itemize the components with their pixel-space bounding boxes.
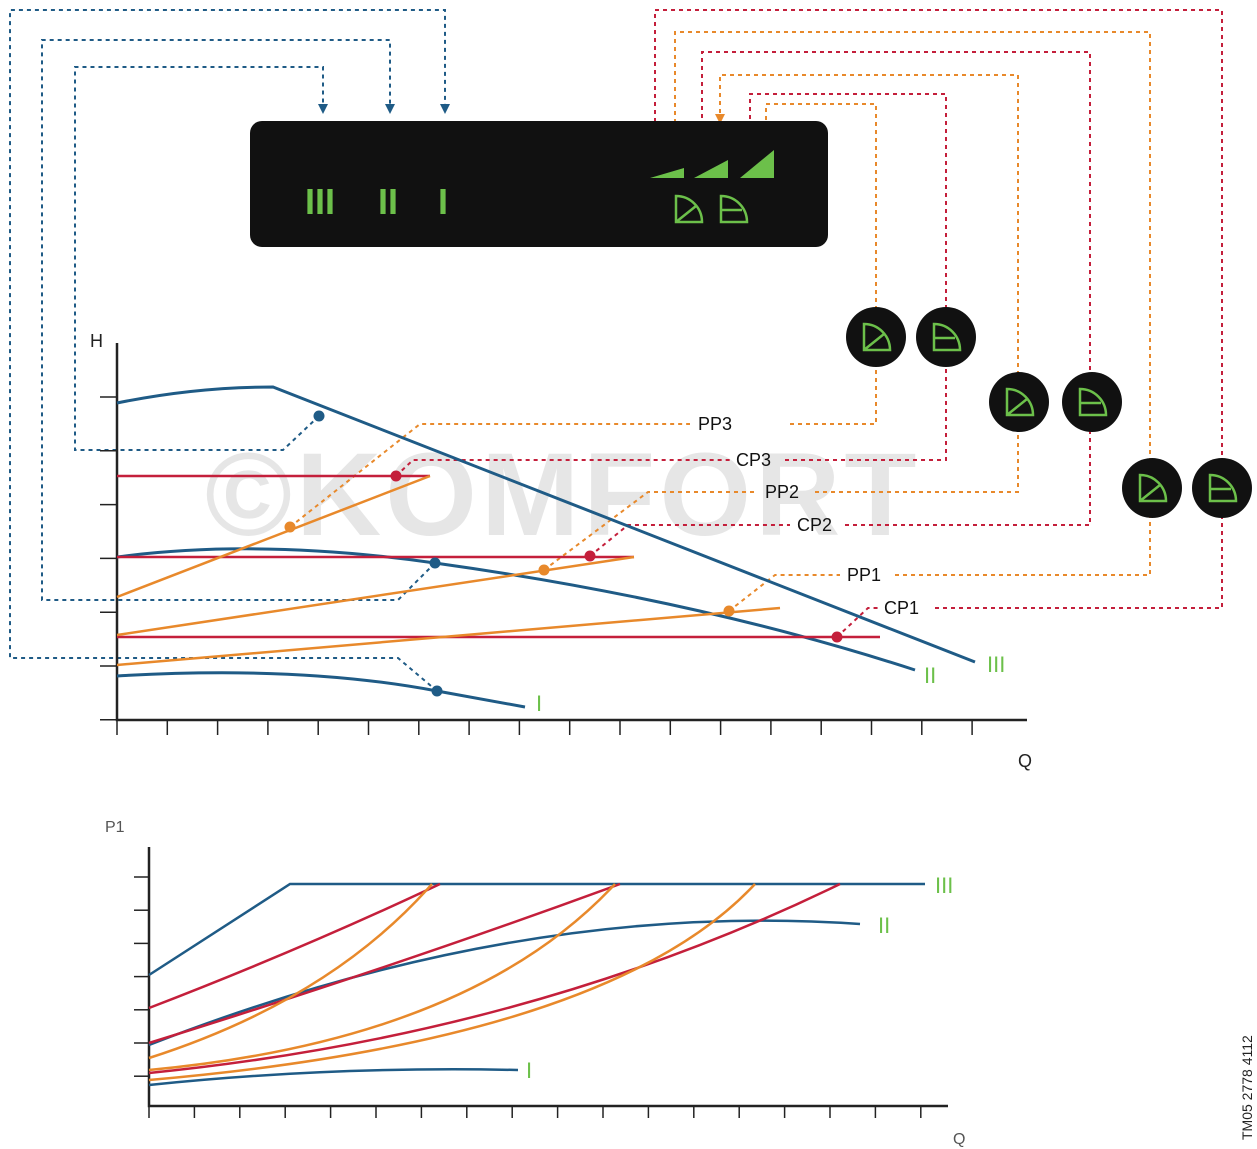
speed-curve-ii (116, 547, 916, 672)
cp1-mode-button[interactable] (1192, 458, 1252, 518)
speed-connector-arrows (318, 104, 450, 114)
constant-pressure-icon (932, 322, 962, 352)
connector-pp3 (289, 103, 877, 528)
mode-label-pp3: PP3 (698, 414, 732, 434)
lower-curve-label-iii: III (935, 873, 953, 898)
proportional-pressure-icon (1138, 473, 1168, 503)
power-pp2 (148, 883, 616, 1072)
speed-curves (116, 385, 976, 709)
proportional-pressure-icon (1005, 387, 1035, 417)
mode-label-cp2: CP2 (797, 515, 832, 535)
pp1-line (116, 606, 781, 667)
panel-speed-iii-indicator[interactable]: III (305, 181, 335, 222)
speed-i-point (431, 685, 443, 697)
power-pp3 (148, 883, 433, 1060)
constant-pressure-lines (117, 474, 880, 639)
connector-speed-iii (74, 66, 324, 451)
pp3-mode-button[interactable] (846, 307, 906, 367)
level-bar-icon-3[interactable] (740, 150, 774, 178)
upper-y-axis-label: H (90, 331, 103, 351)
panel-speed-i-indicator[interactable]: I (438, 181, 448, 222)
level-bar-icon-1[interactable] (650, 168, 684, 178)
power-pp1 (148, 883, 756, 1082)
power-cp3 (148, 882, 441, 1010)
lower-curve-label-ii: II (878, 913, 890, 938)
pp3-point (284, 521, 296, 533)
pp2-point (538, 564, 550, 576)
speed-curve-i (116, 671, 526, 709)
proportional-pressure-icon (862, 322, 892, 352)
mode-connectors (289, 9, 1223, 638)
speed-curve-iii (116, 385, 976, 664)
pp1-mode-button[interactable] (1122, 458, 1182, 518)
panel-speed-ii-indicator[interactable]: II (378, 181, 398, 222)
connector-cp1 (654, 9, 1223, 638)
pp3-line (116, 474, 431, 599)
upper-x-axis-label: Q (1018, 751, 1032, 771)
connector-pp1 (674, 31, 1151, 612)
cp3-mode-button[interactable] (916, 307, 976, 367)
mode-label-pp1: PP1 (847, 565, 881, 585)
proportional-pressure-icon[interactable] (674, 194, 704, 224)
control-panel-background (250, 121, 828, 247)
connector-pp2 (543, 74, 1019, 571)
lower-y-axis-label: P1 (105, 819, 125, 836)
upper-curve-label-iii: III (987, 652, 1005, 677)
connector-speed-ii (41, 39, 436, 601)
control-panel: III II I (250, 121, 828, 247)
upper-ticks (100, 396, 973, 735)
mode-label-cp1: CP1 (884, 598, 919, 618)
power-cp1 (148, 882, 841, 1075)
mode-label-pp2: PP2 (765, 482, 799, 502)
speed-ii-point (429, 557, 441, 569)
lower-chart: P1 Q III II I (105, 819, 965, 1148)
lower-curve-label-i: I (526, 1058, 532, 1083)
upper-chart: H Q (90, 331, 1032, 771)
cp2-point (584, 550, 596, 562)
lower-x-axis-label: Q (953, 1131, 965, 1148)
lower-cp-curves (148, 882, 841, 1075)
connector-speed-i (9, 9, 446, 692)
operating-points (284, 410, 843, 697)
constant-pressure-icon[interactable] (719, 194, 749, 224)
pp1-point (723, 605, 735, 617)
mode-label-cp3: CP3 (736, 450, 771, 470)
cp2-mode-button[interactable] (1062, 372, 1122, 432)
cp1-point (831, 631, 843, 643)
cp3-point (390, 470, 402, 482)
pp2-line (116, 555, 635, 637)
upper-curve-label-ii: II (924, 663, 936, 688)
constant-pressure-icon (1208, 473, 1238, 503)
mode-buttons (846, 307, 1252, 518)
watermark: ©KOMFORT (205, 429, 920, 561)
document-id: TM05 2778 4112 (1239, 1035, 1255, 1140)
speed-iii-point (313, 410, 325, 422)
power-curve-i (148, 1068, 519, 1087)
power-curve-ii (148, 919, 861, 1047)
lower-pp-curves (148, 883, 756, 1082)
upper-curve-label-i: I (536, 691, 542, 716)
level-bar-icon-2[interactable] (694, 160, 728, 178)
pp2-mode-button[interactable] (989, 372, 1049, 432)
speed-connectors (9, 9, 446, 692)
power-curve-iii (148, 882, 925, 977)
connector-cp3 (395, 93, 947, 477)
power-cp2 (148, 882, 621, 1045)
lower-ticks (134, 876, 922, 1118)
constant-pressure-icon (1078, 387, 1108, 417)
